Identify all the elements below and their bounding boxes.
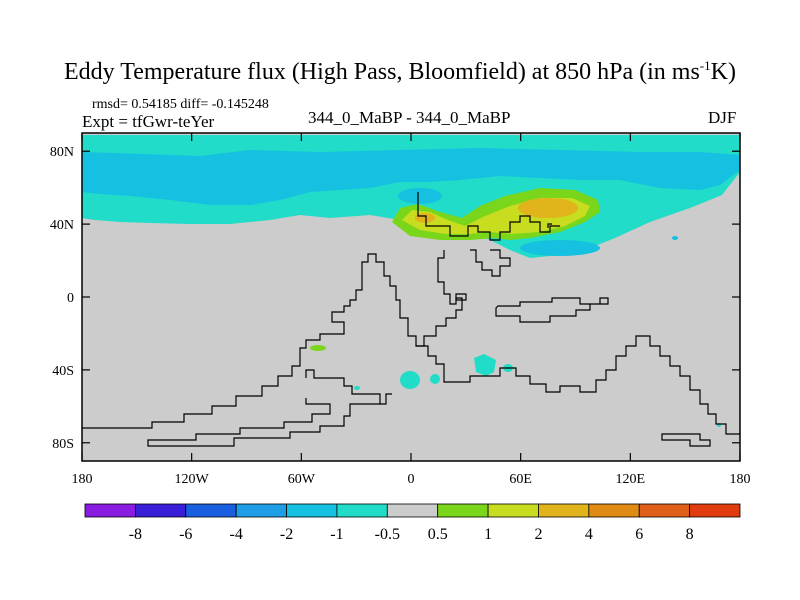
- colorbar-label: 6: [635, 526, 643, 543]
- y-tick-label: 40N: [50, 218, 74, 233]
- colorbar-label: -2: [280, 526, 293, 543]
- coastline-inner-south: [305, 369, 392, 405]
- x-tick-label: 180: [72, 472, 93, 487]
- colorbar-label: 1: [484, 526, 492, 543]
- colorbar-swatch: [84, 503, 136, 518]
- coastlines: [82, 192, 740, 447]
- coastline-east-block: [495, 297, 609, 323]
- coastline-south-ridge: [416, 335, 740, 435]
- flux-patch-sh-4: [474, 354, 496, 376]
- colorbar-swatch: [638, 503, 691, 518]
- colorbar-swatch: [286, 503, 338, 518]
- stats-text: rmsd= 0.54185 diff= -0.145248: [92, 97, 269, 112]
- coastline-africa-eurasia: [417, 192, 560, 241]
- flux-patch-sh-2: [400, 371, 420, 389]
- x-tick-label: 180: [730, 472, 751, 487]
- axis-ticks: 180 120W 60W 0 60E 120E 180 80N 40N 0 40S 80S: [50, 133, 751, 487]
- coastline-island: [455, 293, 467, 301]
- flux-patch-sh-1: [310, 345, 326, 351]
- x-tick-label: 60W: [288, 472, 316, 487]
- flux-blob-1: [398, 188, 442, 204]
- x-tick-label: 120W: [175, 472, 210, 487]
- colorbar-label: -6: [179, 526, 192, 543]
- colorbar-swatch: [386, 503, 439, 518]
- flux-patch-sh-7: [672, 236, 678, 240]
- coastline-southern-block: [147, 398, 380, 447]
- x-tick-label: 60E: [509, 472, 532, 487]
- colorbar-swatch: [336, 503, 388, 518]
- colorbar-swatch: [689, 503, 741, 518]
- colorbar: -8 -6 -4 -2 -1 -0.5 0.5 1 2 4 6 8: [84, 503, 741, 543]
- colorbar-label: 8: [686, 526, 694, 543]
- flux-blob-2: [520, 240, 600, 256]
- coastline-islet: [547, 223, 552, 228]
- coastline-main-continent: [82, 250, 463, 429]
- colorbar-label: -4: [229, 526, 242, 543]
- colorbar-swatch: [588, 503, 640, 518]
- colorbar-swatch: [134, 503, 187, 518]
- colorbar-label: -1: [330, 526, 343, 543]
- experiment-difference-label: 344_0_MaBP - 344_0_MaBP: [308, 108, 511, 127]
- flux-band-neg-mid: [82, 148, 740, 205]
- y-tick-label: 80N: [50, 145, 74, 160]
- colorbar-swatch: [487, 503, 539, 518]
- experiment-text: Expt = tfGwr-teYer: [82, 112, 215, 131]
- y-tick-label: 0: [67, 291, 74, 306]
- colorbar-label: -8: [129, 526, 142, 543]
- colorbar-label: 0.5: [428, 526, 448, 543]
- coastline-antarctic-east: [661, 433, 711, 447]
- y-tick-label: 40S: [52, 364, 74, 379]
- colorbar-swatch: [538, 503, 590, 518]
- colorbar-swatch: [185, 503, 237, 518]
- chart-title: Eddy Temperature flux (High Pass, Bloomf…: [64, 58, 736, 85]
- colorbar-label: 2: [534, 526, 542, 543]
- coastline-central-block: [470, 249, 511, 277]
- colorbar-swatch: [437, 503, 489, 518]
- x-tick-label: 0: [408, 472, 415, 487]
- flux-patch-sh-6: [354, 386, 360, 390]
- y-tick-label: 80S: [52, 437, 74, 452]
- colorbar-swatch: [235, 503, 287, 518]
- colorbar-label: -0.5: [375, 526, 400, 543]
- colorbar-label: 4: [585, 526, 593, 543]
- season-label: DJF: [708, 108, 737, 127]
- flux-patch-sh-3: [430, 374, 440, 384]
- flux-pos-strong: [518, 198, 578, 218]
- x-tick-label: 120E: [616, 472, 646, 487]
